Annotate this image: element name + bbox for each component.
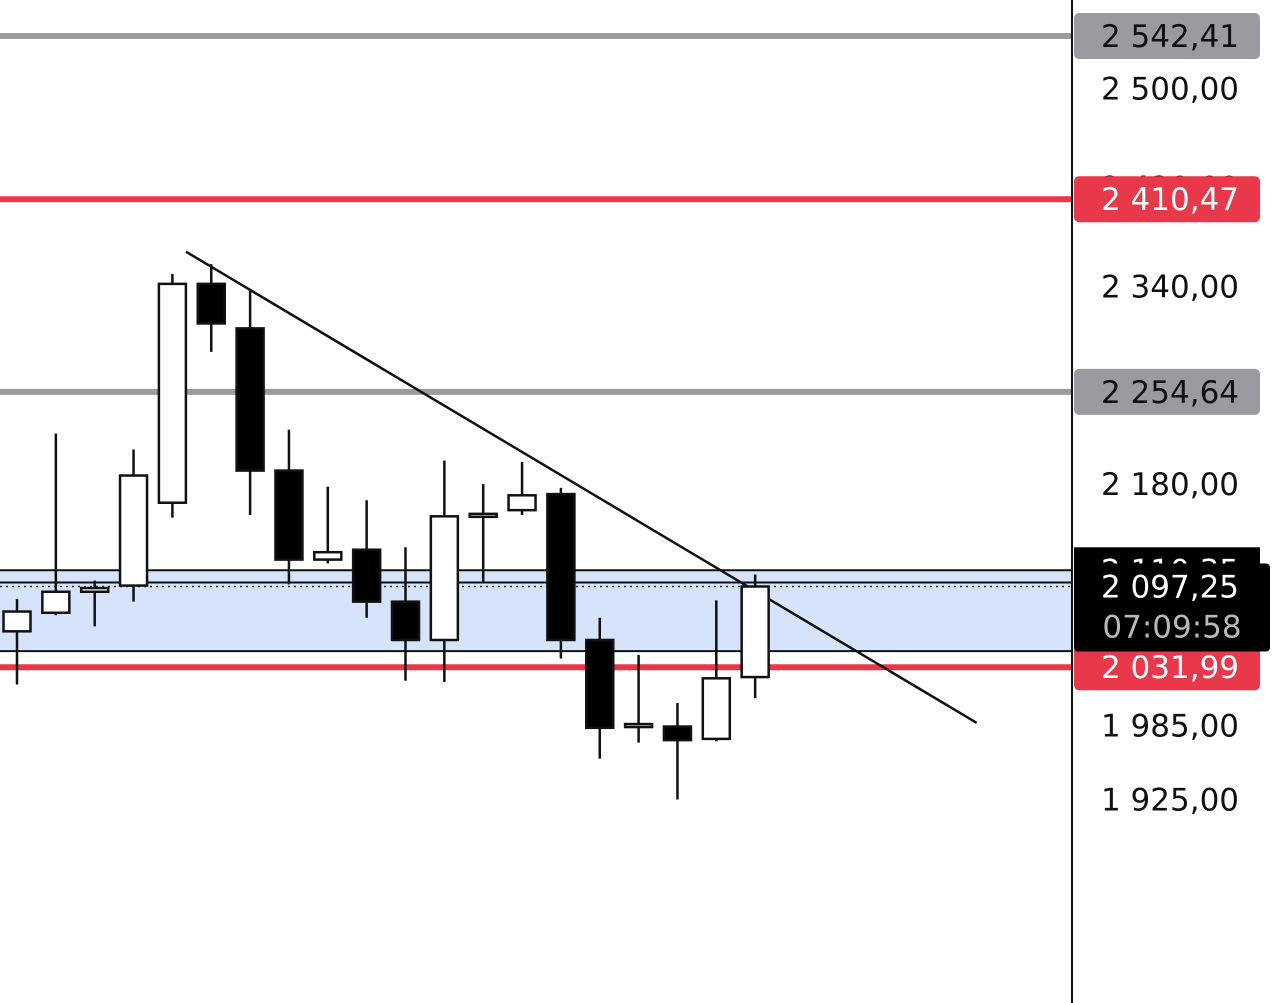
candle-body	[118, 474, 149, 587]
candles	[2, 264, 770, 800]
level-tag-1-bg	[1074, 176, 1260, 223]
current-price-tag-bg	[1074, 563, 1270, 652]
candle-5	[196, 264, 226, 352]
trendline-group	[185, 250, 978, 724]
candle-body	[390, 600, 421, 642]
candle-11	[429, 460, 460, 683]
candle-body	[740, 585, 770, 679]
candle-body	[429, 515, 460, 642]
candle-4	[157, 273, 188, 518]
candle-body	[41, 590, 71, 615]
candle-3	[118, 449, 149, 602]
candle-10	[390, 547, 421, 681]
price-zone	[0, 569, 1072, 653]
tick-label: 1 925,00	[1101, 782, 1239, 818]
candle-body	[79, 586, 110, 594]
candle-body	[235, 327, 265, 472]
candle-body	[546, 492, 576, 642]
candle-body	[274, 469, 304, 561]
candle-15	[585, 617, 615, 759]
candle-8	[313, 486, 343, 564]
level-tag-0-text: 2 542,41	[1101, 19, 1239, 55]
candle-17	[662, 703, 693, 800]
countdown-text: 07:09:58	[1102, 610, 1241, 646]
level-tag-2-bg	[1074, 368, 1260, 415]
candle-14	[546, 487, 576, 659]
candle-7	[274, 429, 304, 585]
price-tags: 2 542,412 410,472 254,642 031,992 110,35…	[1074, 13, 1270, 691]
level-tag-2-text: 2 254,64	[1101, 375, 1239, 411]
level-tag-3-text: 2 031,99	[1101, 650, 1239, 686]
candle-body	[507, 494, 537, 512]
candle-body	[585, 638, 615, 730]
candle-16	[623, 654, 654, 743]
candle-2	[79, 580, 110, 627]
candle-19	[740, 574, 770, 699]
candle-body	[701, 677, 732, 741]
current-price-text: 2 097,25	[1101, 570, 1239, 606]
current-price-tag: 2 097,25 07:09:58	[1074, 563, 1270, 652]
candle-body	[313, 550, 343, 561]
tick-label: 2 340,00	[1101, 269, 1239, 305]
level-tag-0: 2 542,41	[1074, 13, 1260, 60]
candle-18	[701, 600, 732, 742]
candle-body	[468, 512, 498, 519]
level-tag-1-text: 2 410,47	[1101, 182, 1239, 218]
candle-body	[623, 722, 654, 729]
level-tag-0-bg	[1074, 13, 1260, 60]
trendline	[185, 250, 978, 724]
level-tag-3: 2 031,99	[1074, 644, 1260, 691]
candle-0	[2, 599, 32, 685]
candle-13	[507, 461, 537, 516]
candle-body	[2, 610, 32, 633]
candle-body	[157, 282, 188, 504]
candle-body	[196, 282, 226, 325]
tick-label: 1 985,00	[1101, 708, 1239, 744]
candle-1	[41, 433, 71, 616]
level-tag-1: 2 410,47	[1074, 176, 1260, 223]
candle-6	[235, 288, 265, 516]
tick-label: 2 500,00	[1101, 72, 1239, 108]
candle-body	[351, 548, 382, 603]
zone-fill	[0, 570, 1072, 652]
level-tag-2: 2 254,64	[1074, 368, 1260, 415]
candle-12	[468, 484, 498, 584]
tick-label: 2 180,00	[1101, 467, 1239, 503]
level-tag-3-bg	[1074, 644, 1260, 691]
candle-9	[351, 500, 382, 618]
candle-body	[662, 725, 693, 742]
